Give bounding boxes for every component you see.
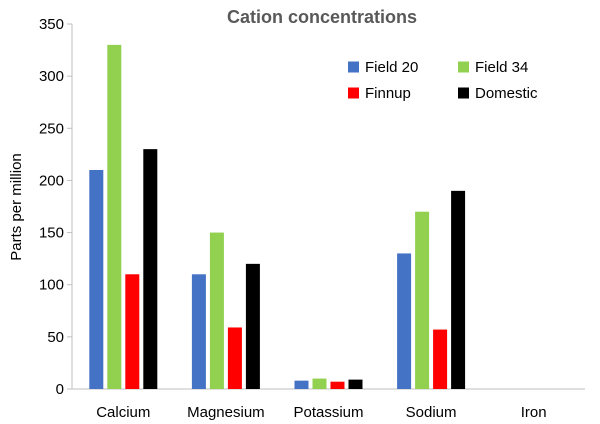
legend-swatch-finnup: [348, 87, 359, 99]
legend-label-field-20: Field 20: [365, 59, 418, 76]
y-tick-label: 0: [56, 381, 64, 398]
y-tick-label: 150: [39, 225, 64, 242]
x-tick-label: Magnesium: [187, 404, 265, 421]
bar-domestic-calcium: [143, 149, 158, 389]
bar-field-34-calcium: [107, 44, 122, 389]
bar-finnup-potassium: [330, 381, 345, 389]
bar-domestic-potassium: [348, 379, 363, 389]
legend-label-field-34: Field 34: [475, 59, 528, 76]
bar-field-20-calcium: [89, 170, 104, 389]
bar-finnup-magnesium: [227, 327, 242, 389]
bar-field-34-magnesium: [209, 232, 224, 389]
x-tick-label: Iron: [521, 404, 547, 421]
y-tick-label: 200: [39, 172, 64, 189]
y-tick-label: 50: [47, 329, 64, 346]
bar-field-34-potassium: [312, 378, 327, 389]
legend-swatch-field-34: [458, 61, 469, 73]
legend: Field 20 Field 34 Finnup Domestic: [348, 59, 538, 102]
bars-group: [89, 44, 466, 389]
y-tick-label: 300: [39, 68, 64, 85]
bar-finnup-calcium: [125, 274, 140, 389]
y-axis-label: Parts per million: [8, 153, 25, 261]
chart-title: Cation concentrations: [227, 7, 417, 27]
bar-field-34-sodium: [415, 211, 430, 389]
bar-finnup-sodium: [433, 329, 448, 389]
bar-field-20-sodium: [397, 253, 412, 389]
x-tick-label: Calcium: [96, 404, 150, 421]
bar-field-20-potassium: [294, 380, 309, 389]
x-tick-label: Sodium: [406, 404, 457, 421]
legend-swatch-field-20: [348, 61, 359, 73]
y-tick-label: 100: [39, 277, 64, 294]
legend-label-domestic: Domestic: [475, 85, 538, 102]
bar-domestic-magnesium: [245, 263, 260, 389]
x-axis-ticks: Calcium Magnesium Potassium Sodium Iron: [96, 404, 546, 421]
y-tick-label: 350: [39, 16, 64, 33]
x-tick-label: Potassium: [293, 404, 363, 421]
legend-swatch-domestic: [458, 87, 469, 99]
bar-domestic-sodium: [451, 190, 466, 389]
y-tick-label: 250: [39, 120, 64, 137]
legend-label-finnup: Finnup: [365, 85, 411, 102]
bar-field-20-magnesium: [191, 274, 206, 389]
y-axis-ticks: 0 50 100 150 200 250 300 350: [39, 16, 72, 398]
